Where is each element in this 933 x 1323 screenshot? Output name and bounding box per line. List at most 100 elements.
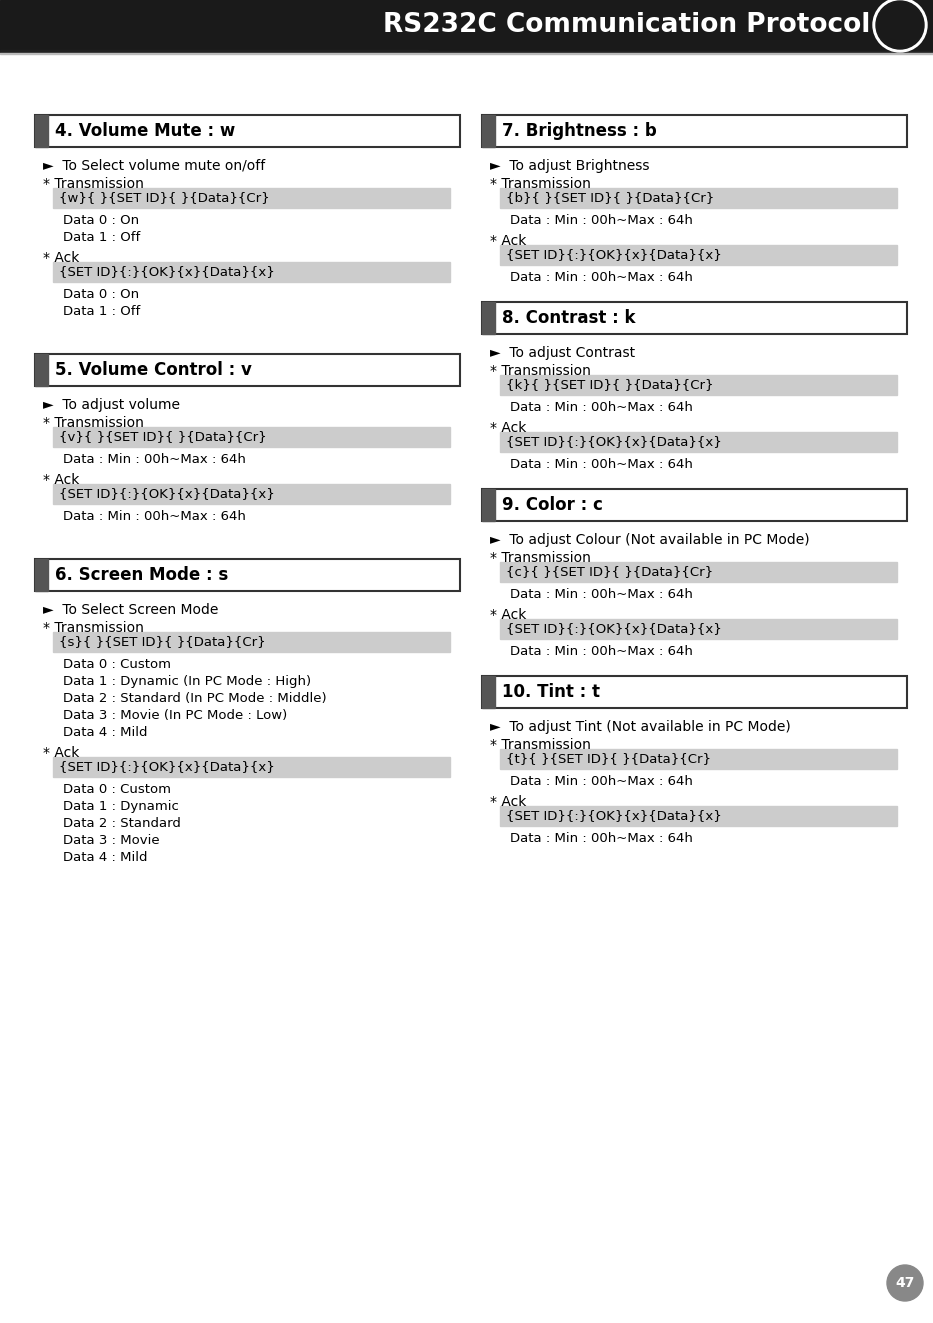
- Bar: [482, 115, 495, 147]
- Bar: [35, 560, 48, 591]
- Bar: [482, 115, 907, 147]
- Bar: [35, 560, 460, 591]
- Text: * Transmission: * Transmission: [490, 550, 591, 565]
- Bar: [500, 374, 897, 396]
- Text: {v}{ }{SET ID}{ }{Data}{Cr}: {v}{ }{SET ID}{ }{Data}{Cr}: [59, 430, 267, 443]
- Polygon shape: [390, 0, 933, 50]
- Text: ►  To adjust volume: ► To adjust volume: [43, 398, 180, 411]
- Bar: [0, 0, 933, 50]
- Text: ►  To adjust Tint (Not available in PC Mode): ► To adjust Tint (Not available in PC Mo…: [490, 720, 791, 734]
- Text: {SET ID}{:}{OK}{x}{Data}{x}: {SET ID}{:}{OK}{x}{Data}{x}: [506, 623, 722, 635]
- Text: Data : Min : 00h~Max : 64h: Data : Min : 00h~Max : 64h: [510, 401, 693, 414]
- Text: ►  To adjust Colour (Not available in PC Mode): ► To adjust Colour (Not available in PC …: [490, 533, 810, 546]
- Text: Data 0 : Custom: Data 0 : Custom: [63, 783, 171, 796]
- Text: {SET ID}{:}{OK}{x}{Data}{x}: {SET ID}{:}{OK}{x}{Data}{x}: [506, 435, 722, 448]
- Text: Data 1 : Dynamic (In PC Mode : High): Data 1 : Dynamic (In PC Mode : High): [63, 675, 311, 688]
- Bar: [482, 676, 495, 708]
- Text: * Ack: * Ack: [490, 421, 526, 435]
- Bar: [0, 50, 933, 52]
- Text: 4. Volume Mute : w: 4. Volume Mute : w: [55, 122, 235, 140]
- Bar: [53, 484, 450, 504]
- Text: Data : Min : 00h~Max : 64h: Data : Min : 00h~Max : 64h: [63, 511, 246, 524]
- Text: {c}{ }{SET ID}{ }{Data}{Cr}: {c}{ }{SET ID}{ }{Data}{Cr}: [506, 565, 713, 578]
- Text: ►  To adjust Contrast: ► To adjust Contrast: [490, 345, 635, 360]
- Text: {SET ID}{:}{OK}{x}{Data}{x}: {SET ID}{:}{OK}{x}{Data}{x}: [59, 266, 274, 279]
- Text: {t}{ }{SET ID}{ }{Data}{Cr}: {t}{ }{SET ID}{ }{Data}{Cr}: [506, 753, 711, 766]
- Bar: [482, 490, 495, 521]
- Text: Data : Min : 00h~Max : 64h: Data : Min : 00h~Max : 64h: [510, 832, 693, 845]
- Text: {SET ID}{:}{OK}{x}{Data}{x}: {SET ID}{:}{OK}{x}{Data}{x}: [506, 249, 722, 262]
- Text: 6. Screen Mode : s: 6. Screen Mode : s: [55, 566, 229, 583]
- Bar: [35, 355, 48, 386]
- Bar: [0, 53, 933, 54]
- Bar: [53, 757, 450, 777]
- Text: Data : Min : 00h~Max : 64h: Data : Min : 00h~Max : 64h: [510, 458, 693, 471]
- Text: 7. Brightness : b: 7. Brightness : b: [502, 122, 657, 140]
- Text: * Ack: * Ack: [490, 795, 526, 808]
- Text: Data : Min : 00h~Max : 64h: Data : Min : 00h~Max : 64h: [510, 589, 693, 601]
- Bar: [53, 262, 450, 282]
- Bar: [500, 749, 897, 769]
- Text: Data : Min : 00h~Max : 64h: Data : Min : 00h~Max : 64h: [63, 454, 246, 466]
- Text: Data 0 : On: Data 0 : On: [63, 288, 139, 302]
- Text: 5. Volume Control : v: 5. Volume Control : v: [55, 361, 252, 378]
- Text: {k}{ }{SET ID}{ }{Data}{Cr}: {k}{ }{SET ID}{ }{Data}{Cr}: [506, 378, 714, 392]
- Text: Data 4 : Mild: Data 4 : Mild: [63, 726, 147, 740]
- Text: * Transmission: * Transmission: [490, 738, 591, 751]
- Text: 8. Contrast : k: 8. Contrast : k: [502, 310, 635, 327]
- Text: * Transmission: * Transmission: [490, 364, 591, 378]
- Text: * Ack: * Ack: [490, 607, 526, 622]
- Text: 47: 47: [896, 1275, 914, 1290]
- Text: Data : Min : 00h~Max : 64h: Data : Min : 00h~Max : 64h: [510, 271, 693, 284]
- Text: {SET ID}{:}{OK}{x}{Data}{x}: {SET ID}{:}{OK}{x}{Data}{x}: [506, 810, 722, 823]
- Circle shape: [887, 1265, 923, 1301]
- Bar: [500, 188, 897, 208]
- Bar: [500, 619, 897, 639]
- Bar: [482, 676, 907, 708]
- Bar: [53, 632, 450, 652]
- Text: * Ack: * Ack: [43, 746, 79, 759]
- Text: 10. Tint : t: 10. Tint : t: [502, 683, 600, 701]
- Bar: [53, 427, 450, 447]
- Text: {s}{ }{SET ID}{ }{Data}{Cr}: {s}{ }{SET ID}{ }{Data}{Cr}: [59, 635, 266, 648]
- Text: {SET ID}{:}{OK}{x}{Data}{x}: {SET ID}{:}{OK}{x}{Data}{x}: [59, 761, 274, 774]
- Text: ►  To adjust Brightness: ► To adjust Brightness: [490, 159, 649, 173]
- Text: * Ack: * Ack: [43, 472, 79, 487]
- Text: * Transmission: * Transmission: [43, 177, 144, 191]
- Text: {w}{ }{SET ID}{ }{Data}{Cr}: {w}{ }{SET ID}{ }{Data}{Cr}: [59, 192, 270, 205]
- Text: ►  To Select Screen Mode: ► To Select Screen Mode: [43, 603, 218, 617]
- Bar: [53, 188, 450, 208]
- Text: Data 1 : Off: Data 1 : Off: [63, 232, 140, 245]
- Bar: [482, 302, 907, 333]
- Bar: [35, 355, 460, 386]
- Text: {b}{ }{SET ID}{ }{Data}{Cr}: {b}{ }{SET ID}{ }{Data}{Cr}: [506, 192, 715, 205]
- Text: * Transmission: * Transmission: [490, 177, 591, 191]
- Text: Data : Min : 00h~Max : 64h: Data : Min : 00h~Max : 64h: [510, 646, 693, 659]
- Bar: [482, 302, 495, 333]
- Circle shape: [873, 0, 927, 52]
- Bar: [500, 433, 897, 452]
- Bar: [500, 245, 897, 265]
- Text: Data 3 : Movie: Data 3 : Movie: [63, 835, 160, 847]
- Text: Data 2 : Standard (In PC Mode : Middle): Data 2 : Standard (In PC Mode : Middle): [63, 692, 327, 705]
- Bar: [500, 562, 897, 582]
- Bar: [500, 806, 897, 826]
- Text: Data : Min : 00h~Max : 64h: Data : Min : 00h~Max : 64h: [510, 775, 693, 789]
- Text: Data 3 : Movie (In PC Mode : Low): Data 3 : Movie (In PC Mode : Low): [63, 709, 287, 722]
- Text: * Transmission: * Transmission: [43, 620, 144, 635]
- Text: RS232C Communication Protocol: RS232C Communication Protocol: [383, 12, 870, 38]
- Text: Data 1 : Off: Data 1 : Off: [63, 306, 140, 319]
- Text: {SET ID}{:}{OK}{x}{Data}{x}: {SET ID}{:}{OK}{x}{Data}{x}: [59, 487, 274, 500]
- Text: * Ack: * Ack: [490, 234, 526, 247]
- Bar: [35, 115, 48, 147]
- Text: Data : Min : 00h~Max : 64h: Data : Min : 00h~Max : 64h: [510, 214, 693, 228]
- Text: Data 1 : Dynamic: Data 1 : Dynamic: [63, 800, 179, 814]
- Text: Data 0 : On: Data 0 : On: [63, 214, 139, 228]
- Text: 9. Color : c: 9. Color : c: [502, 496, 603, 515]
- Text: Data 2 : Standard: Data 2 : Standard: [63, 818, 181, 831]
- Text: Data 4 : Mild: Data 4 : Mild: [63, 851, 147, 864]
- Text: * Ack: * Ack: [43, 251, 79, 265]
- Text: Data 0 : Custom: Data 0 : Custom: [63, 659, 171, 671]
- Bar: [35, 115, 460, 147]
- Circle shape: [876, 1, 924, 49]
